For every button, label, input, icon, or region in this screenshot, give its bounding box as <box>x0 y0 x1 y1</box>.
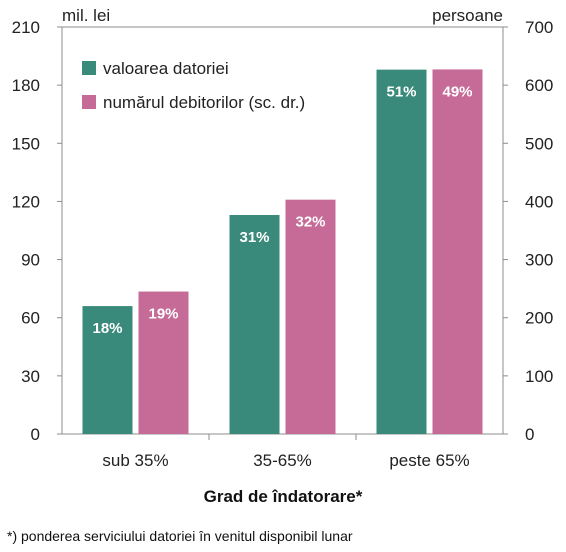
right-axis-unit: persoane <box>432 6 503 25</box>
bars: 18% 19% 31% 32% 51% 49% <box>82 69 483 435</box>
legend-swatch-debtor-count <box>82 95 96 109</box>
category-labels: sub 35% 35-65% peste 65% <box>102 434 470 470</box>
legend: valoarea datoriei numărul debitorilor (s… <box>82 59 305 112</box>
bar-debtor-count <box>285 199 336 434</box>
footnote: *) ponderea serviciului datoriei în veni… <box>7 528 353 544</box>
right-tick-label: 600 <box>525 76 553 95</box>
right-tick-label: 700 <box>525 18 553 37</box>
right-axis: 0 100 200 300 400 500 600 700 <box>503 18 553 444</box>
left-tick-label: 150 <box>12 134 40 153</box>
bar-data-label: 31% <box>239 229 269 246</box>
bar-debt-value <box>376 69 427 434</box>
left-tick-label: 210 <box>12 18 40 37</box>
category-label: sub 35% <box>102 451 168 470</box>
left-axis: 0 30 60 90 120 150 180 210 <box>12 18 62 444</box>
left-axis-unit: mil. lei <box>62 6 110 25</box>
legend-swatch-debt-value <box>82 61 96 75</box>
right-tick-label: 300 <box>525 251 553 270</box>
right-tick-label: 200 <box>525 309 553 328</box>
left-tick-label: 90 <box>21 251 40 270</box>
bar-data-label: 51% <box>386 84 416 101</box>
plot-area <box>61 26 504 435</box>
legend-label-debtor-count: numărul debitorilor (sc. dr.) <box>103 93 305 112</box>
legend-label-debt-value: valoarea datoriei <box>103 59 229 78</box>
right-tick-label: 0 <box>525 425 534 444</box>
bar-debt-value <box>229 214 280 434</box>
right-tick-label: 500 <box>525 134 553 153</box>
category-label: peste 65% <box>389 451 469 470</box>
left-tick-label: 180 <box>12 76 40 95</box>
bar-debtor-count <box>138 291 189 434</box>
left-tick-label: 30 <box>21 367 40 386</box>
left-tick-label: 60 <box>21 309 40 328</box>
right-tick-label: 400 <box>525 192 553 211</box>
left-tick-label: 0 <box>31 425 40 444</box>
left-tick-label: 120 <box>12 192 40 211</box>
bar-data-label: 18% <box>92 320 122 337</box>
bar-debt-value <box>82 306 133 434</box>
plot-border <box>61 26 504 435</box>
right-tick-label: 100 <box>525 367 553 386</box>
x-axis-title: Grad de îndatorare* <box>204 487 363 506</box>
bar-data-label: 32% <box>295 214 325 231</box>
category-label: 35-65% <box>253 451 312 470</box>
bar-data-label: 19% <box>148 306 178 323</box>
bar-debtor-count <box>432 69 483 435</box>
bar-data-label: 49% <box>442 83 472 100</box>
